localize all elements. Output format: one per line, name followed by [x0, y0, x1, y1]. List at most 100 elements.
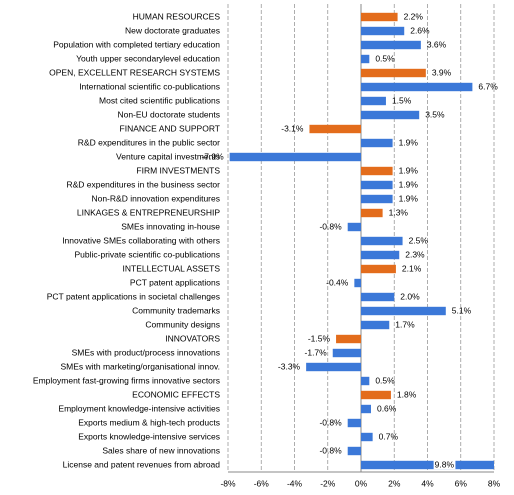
- value-label: 2.6%: [410, 25, 430, 35]
- x-tick-label: -4%: [287, 478, 303, 488]
- value-label: -3.1%: [281, 123, 304, 133]
- bar: [361, 26, 405, 36]
- value-label-bg: [433, 459, 456, 470]
- value-label: 1.8%: [397, 389, 417, 399]
- bar: [336, 334, 361, 344]
- value-label: 1.9%: [399, 179, 419, 189]
- y-tick-label: OPEN, EXCELLENT RESEARCH SYSTEMS: [49, 67, 220, 77]
- y-tick-label: HUMAN RESOURCES: [133, 11, 221, 21]
- y-tick-label: Community trademarks: [132, 305, 220, 315]
- y-tick-label: PCT patent applications: [130, 277, 220, 287]
- bar: [361, 250, 400, 260]
- y-tick-label: SMEs with marketing/organisational innov…: [60, 361, 220, 371]
- bar: [309, 124, 361, 134]
- bar: [361, 12, 398, 22]
- y-tick-label: Community designs: [145, 319, 220, 329]
- bar: [361, 264, 396, 274]
- y-tick-label: Public-private scientific co-publication…: [74, 249, 220, 259]
- bar: [361, 138, 393, 148]
- value-label: 2.0%: [400, 291, 420, 301]
- y-tick-label: Youth upper secondarylevel education: [76, 53, 220, 63]
- y-tick-label: Sales share of new innovations: [102, 445, 220, 455]
- bar: [361, 96, 386, 106]
- value-label: 3.9%: [432, 67, 452, 77]
- value-label: 0.5%: [375, 53, 395, 63]
- value-label: 1.3%: [389, 207, 409, 217]
- bar: [361, 194, 393, 204]
- bar: [361, 306, 446, 316]
- bar: [354, 278, 361, 288]
- value-label: 1.9%: [399, 165, 419, 175]
- value-label: 0.7%: [379, 431, 399, 441]
- y-tick-label: Population with completed tertiary educa…: [53, 39, 220, 49]
- x-tick-label: -6%: [254, 478, 270, 488]
- value-label: -0.8%: [319, 417, 342, 427]
- bar: [361, 320, 390, 330]
- value-label: -7.9%: [201, 151, 224, 161]
- y-tick-label: Non-R&D innovation expenditures: [91, 193, 220, 203]
- y-tick-label: LINKAGES & ENTREPRENEURSHIP: [77, 207, 220, 217]
- value-label: -1.5%: [308, 333, 331, 343]
- bar: [347, 446, 361, 456]
- value-label: 2.1%: [402, 263, 422, 273]
- bar: [361, 166, 393, 176]
- bar: [332, 348, 361, 358]
- y-tick-label: New doctorate graduates: [125, 25, 220, 35]
- value-label: 0.5%: [375, 375, 395, 385]
- bar: [361, 180, 393, 190]
- y-tick-label: Innovative SMEs collaborating with other…: [62, 235, 220, 245]
- x-tick-label: -2%: [320, 478, 336, 488]
- value-label: 1.9%: [399, 193, 419, 203]
- x-tick-label: 0%: [355, 478, 368, 488]
- y-tick-label: PCT patent applications in societal chal…: [47, 291, 220, 301]
- value-label: 6.7%: [478, 81, 498, 91]
- value-label: 1.7%: [395, 319, 415, 329]
- y-tick-label: International scientific co-publications: [79, 81, 220, 91]
- y-tick-label: INNOVATORS: [165, 333, 220, 343]
- value-label: 2.5%: [409, 235, 429, 245]
- value-label: 0.6%: [377, 403, 397, 413]
- y-tick-label: Exports knowledge-intensive services: [78, 431, 220, 441]
- bar: [361, 40, 421, 50]
- y-tick-label: FIRM INVESTMENTS: [136, 165, 220, 175]
- y-tick-label: Employment fast-growing firms innovative…: [33, 375, 220, 385]
- bar: [361, 376, 370, 386]
- value-label: -0.8%: [319, 221, 342, 231]
- bar: [361, 292, 395, 302]
- bars: [229, 12, 494, 470]
- value-label: -0.8%: [319, 445, 342, 455]
- bar: [347, 222, 361, 232]
- bar: [306, 362, 361, 372]
- y-tick-label: FINANCE AND SUPPORT: [120, 123, 220, 133]
- y-tick-label: Non-EU doctorate students: [117, 109, 220, 119]
- bar: [361, 82, 473, 92]
- y-tick-label: R&D expenditures in the business sector: [66, 179, 220, 189]
- bar: [361, 404, 371, 414]
- value-label: 2.2%: [404, 11, 424, 21]
- bar: [361, 460, 494, 470]
- value-label: 5.1%: [452, 305, 472, 315]
- value-label: 1.5%: [392, 95, 412, 105]
- x-tick-label: 4%: [421, 478, 434, 488]
- y-tick-label: Most cited scientific publications: [99, 95, 220, 105]
- y-tick-label: ECONOMIC EFFECTS: [132, 389, 220, 399]
- bar: [361, 390, 391, 400]
- y-tick-label: License and patent revenues from abroad: [63, 459, 221, 469]
- bar: [229, 152, 361, 162]
- value-label: 9.8%: [435, 459, 455, 469]
- bar: [347, 418, 361, 428]
- bar: [361, 432, 373, 442]
- value-label: -0.4%: [326, 277, 349, 287]
- bar: [361, 54, 370, 64]
- y-tick-label: SMEs with product/process innovations: [72, 347, 220, 357]
- x-tick-label: -8%: [220, 478, 236, 488]
- bar: [361, 236, 403, 246]
- x-tick-label: 2%: [388, 478, 401, 488]
- bar: [361, 110, 420, 120]
- y-tick-label: Employment knowledge-intensive activitie…: [58, 403, 220, 413]
- y-tick-label: INTELLECTUAL ASSETS: [123, 263, 221, 273]
- x-tick-label: 6%: [455, 478, 468, 488]
- y-tick-label: SMEs innovating in-house: [121, 221, 220, 231]
- bar: [361, 208, 383, 218]
